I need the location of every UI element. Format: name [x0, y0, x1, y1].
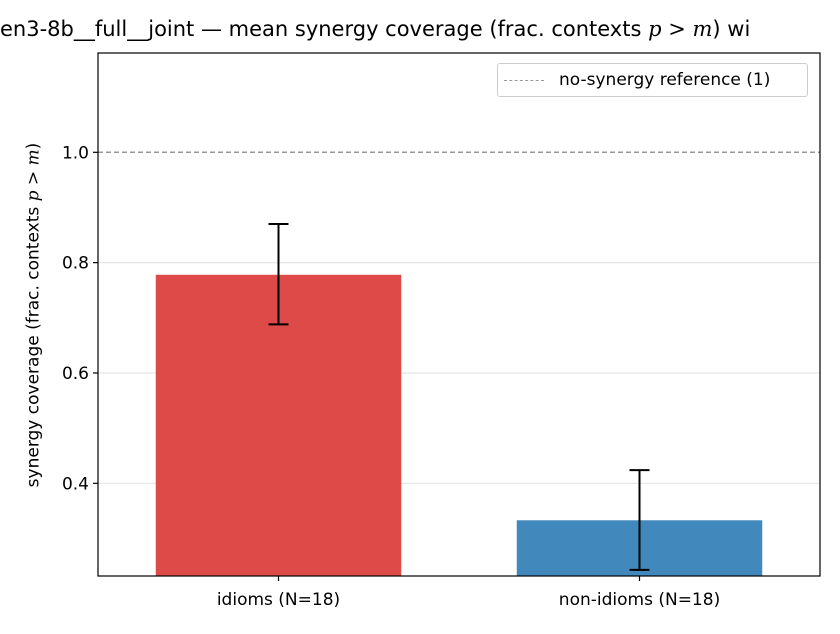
y-axis-label-suffix: )	[23, 142, 44, 150]
legend-dashed-line-swatch	[504, 80, 544, 81]
y-tick-label: 0.4	[62, 474, 89, 494]
chart-title-math: p > m	[648, 17, 713, 41]
chart-title-prefix: en3-8b__full__joint — mean synergy cover…	[0, 17, 649, 41]
x-tick-label: non-idioms (N=18)	[559, 590, 720, 610]
chart-title-suffix: ) wi	[712, 17, 751, 41]
y-tick-label: 1.0	[62, 143, 89, 163]
y-tick-label: 0.6	[62, 364, 89, 384]
chart-title: en3-8b__full__joint — mean synergy cover…	[0, 19, 750, 40]
y-tick-label: 0.8	[62, 254, 89, 274]
y-axis-label-math: p > m	[23, 149, 44, 202]
legend-label: no-synergy reference (1)	[559, 70, 771, 90]
axes-frame	[97, 52, 821, 577]
x-tick-label: idioms (N=18)	[217, 590, 340, 610]
legend: no-synergy reference (1)	[497, 63, 808, 97]
y-axis-label: synergy coverage (frac. contexts p > m)	[23, 142, 44, 488]
y-axis-label-prefix: synergy coverage (frac. contexts	[23, 201, 44, 488]
